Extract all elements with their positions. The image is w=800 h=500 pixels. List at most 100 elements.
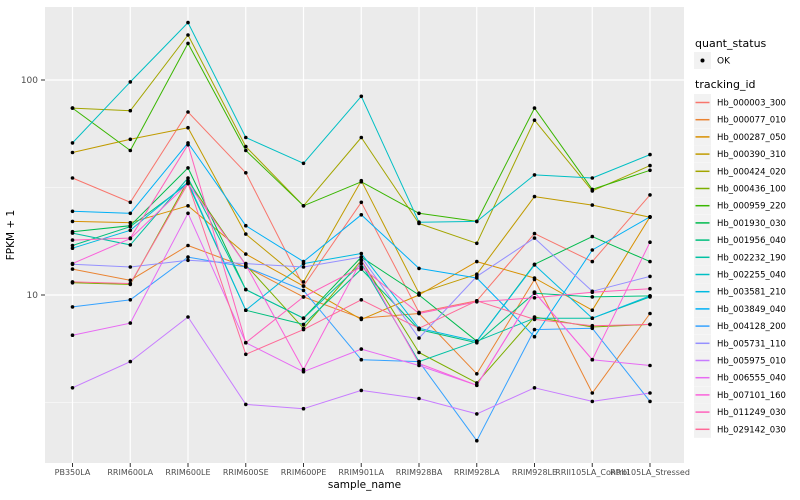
data-point — [186, 176, 190, 180]
data-point — [359, 265, 364, 269]
legend-label: Hb_000390_310 — [717, 150, 786, 160]
data-point — [532, 236, 537, 240]
data-point — [301, 295, 306, 299]
data-point — [244, 402, 248, 407]
x-tick-label: RRIM928LA — [454, 468, 500, 477]
data-point — [648, 311, 652, 316]
data-point — [359, 298, 364, 302]
data-point — [186, 110, 190, 114]
legend-label: Hb_001956_040 — [717, 236, 786, 246]
data-point — [590, 326, 595, 331]
legend-label: Hb_005975_010 — [717, 357, 786, 367]
legend-label: Hb_003581_210 — [717, 288, 786, 298]
data-point — [648, 193, 652, 197]
legend-label: Hb_003849_040 — [717, 305, 786, 315]
data-point — [475, 438, 479, 443]
data-point — [475, 219, 479, 224]
data-point — [128, 243, 133, 247]
data-point — [532, 106, 537, 110]
data-point — [186, 33, 190, 37]
x-tick-label: RRIM600LE — [165, 468, 210, 477]
legend-label: Hb_000424_020 — [717, 167, 786, 177]
data-point — [186, 204, 190, 208]
data-point — [128, 281, 133, 286]
legend-entry-Hb_011249_030: Hb_011249_030 — [694, 403, 786, 421]
legend-entry-Hb_005731_110: Hb_005731_110 — [694, 334, 786, 352]
data-point — [70, 231, 75, 235]
data-point — [648, 259, 652, 264]
x-tick-label: RRIM901LA — [338, 468, 384, 477]
x-tick-label: RRIM928BA — [396, 468, 443, 477]
data-point — [359, 347, 364, 351]
data-point — [590, 308, 595, 313]
data-point — [532, 263, 537, 267]
data-point — [590, 203, 595, 207]
data-point — [186, 125, 190, 130]
data-point — [70, 238, 75, 242]
data-point — [128, 298, 133, 302]
data-point — [532, 334, 537, 339]
data-point — [70, 209, 75, 214]
x-tick-label: RRII105LA_Control — [555, 468, 629, 477]
data-point — [590, 357, 595, 362]
data-point — [244, 144, 248, 149]
data-point — [590, 399, 595, 404]
data-point — [532, 386, 537, 390]
legend-label: Hb_000959_220 — [717, 202, 786, 212]
data-point — [417, 396, 421, 401]
data-point — [532, 194, 537, 199]
legend-label: Hb_002232_190 — [717, 253, 786, 263]
data-point — [186, 181, 190, 186]
data-point — [301, 259, 306, 264]
data-point — [70, 267, 75, 271]
legend-label: Hb_000077_010 — [717, 116, 786, 126]
data-point — [532, 296, 537, 300]
data-point — [70, 219, 75, 224]
data-point — [128, 137, 133, 142]
data-point — [648, 391, 652, 395]
legend-entry-Hb_000959_220: Hb_000959_220 — [694, 197, 786, 215]
legend-label: Hb_006555_040 — [717, 374, 786, 384]
data-point — [70, 386, 75, 390]
legend-title-tracking-id: tracking_id — [695, 78, 756, 91]
data-point — [475, 383, 479, 388]
data-point — [301, 327, 306, 332]
data-point — [417, 266, 421, 271]
data-point — [70, 333, 75, 338]
data-point — [475, 241, 479, 246]
data-point — [70, 261, 75, 266]
data-point — [186, 20, 190, 25]
data-point — [590, 187, 595, 192]
data-point — [359, 180, 364, 184]
data-point — [359, 251, 364, 256]
data-point — [648, 152, 652, 157]
data-point — [359, 94, 364, 99]
data-point — [186, 255, 190, 259]
legend-label: OK — [717, 57, 731, 67]
data-point — [128, 108, 133, 113]
data-point — [186, 315, 190, 319]
data-point — [532, 231, 537, 236]
data-point — [301, 322, 306, 327]
y-axis-title: FPKM + 1 — [5, 210, 17, 260]
data-point — [70, 106, 75, 110]
plot-panel — [45, 7, 684, 463]
data-point — [186, 258, 190, 263]
data-points — [70, 20, 652, 443]
y-tick-label: 100 — [21, 76, 38, 86]
data-point — [301, 288, 306, 293]
data-point — [128, 265, 133, 269]
legend-label: Hb_011249_030 — [717, 408, 786, 418]
data-point — [475, 259, 479, 264]
data-point — [590, 316, 595, 321]
data-point — [244, 308, 248, 313]
data-point — [532, 290, 537, 295]
axis-labels: 100 10 PB350LA RRIM600LA RRIM600LE RRIM600SE R… — [21, 76, 690, 477]
legend-entry-Hb_006555_040: Hb_006555_040 — [694, 369, 786, 387]
data-point — [128, 228, 133, 233]
data-point — [186, 142, 190, 147]
data-point — [590, 290, 595, 295]
data-point — [301, 161, 306, 166]
